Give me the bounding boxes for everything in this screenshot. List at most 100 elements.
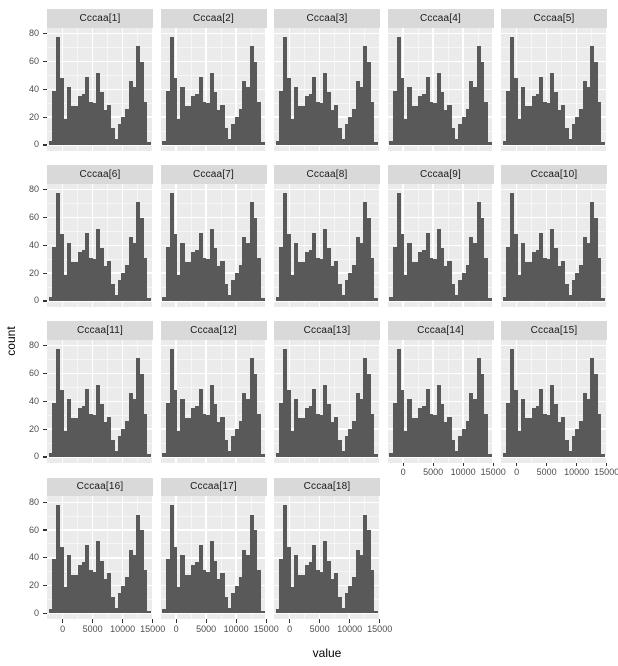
histogram-bar [483, 257, 488, 301]
histogram-bar [447, 416, 452, 457]
gridline-major [47, 216, 153, 219]
histogram-bar [110, 128, 115, 145]
histogram-bar [590, 46, 595, 145]
facet-panel-7 [160, 183, 267, 307]
histogram-bar [403, 274, 408, 301]
histogram-bar [99, 92, 104, 145]
gridline-minor [47, 47, 153, 49]
histogram-bar [92, 415, 97, 457]
histogram-bar [333, 573, 339, 614]
histogram-bar [458, 124, 463, 145]
y-tick-label: 60 [28, 524, 39, 535]
gridline-major [501, 456, 607, 458]
gridline-major [378, 339, 380, 463]
facet-panel-8 [274, 183, 380, 307]
histogram-bar [564, 284, 569, 301]
histogram-bar [231, 124, 236, 145]
histogram-bar [81, 249, 86, 301]
histogram-bar [249, 358, 254, 457]
histogram-bar [366, 61, 371, 145]
gridline-major [121, 27, 124, 151]
gridline-major [160, 189, 267, 191]
histogram-bar [85, 545, 90, 614]
histogram-bar [70, 418, 75, 457]
histogram-bar [74, 574, 79, 614]
gridline-major [318, 339, 321, 463]
facet-strip: Cccaa[5] [501, 9, 607, 28]
histogram-bar [418, 252, 423, 301]
x-tick-label: 10000 [110, 623, 136, 634]
histogram-bar [440, 92, 445, 145]
histogram-bar [146, 454, 152, 457]
histogram-bar [520, 86, 526, 145]
histogram-bar [553, 92, 558, 145]
gridline-major [274, 300, 380, 302]
histogram-bar [96, 72, 101, 145]
histogram-bar [315, 570, 320, 614]
facet-panel-18 [274, 496, 380, 619]
y-tick-label: 20 [28, 580, 39, 591]
histogram-bar [275, 452, 280, 457]
histogram-bar [502, 452, 507, 457]
histogram-bar [550, 384, 555, 457]
histogram-bar [579, 108, 584, 145]
histogram-bar [227, 295, 232, 301]
gridline-major [387, 33, 494, 35]
gridline-minor [47, 515, 153, 517]
gridline-major [160, 456, 267, 458]
histogram-bar [550, 228, 555, 301]
y-tick-label: 80 [28, 340, 39, 351]
histogram-bar [330, 422, 335, 457]
histogram-bar [590, 358, 595, 457]
histogram-bar [359, 555, 364, 614]
gridline-major [492, 27, 494, 151]
histogram-bar [52, 246, 57, 301]
histogram-bar [451, 440, 456, 457]
histogram-bar [106, 573, 112, 614]
gridline-minor [160, 359, 267, 361]
histogram-bar [506, 402, 511, 457]
histogram-bar [560, 260, 566, 301]
y-tick-mark [43, 33, 47, 35]
histogram-bar [553, 404, 558, 457]
histogram-bar [312, 545, 317, 614]
gridline-major [605, 339, 607, 463]
gridline-major [501, 60, 607, 63]
histogram-bar [209, 541, 214, 614]
gridline-major [160, 300, 267, 302]
gridline-major [265, 496, 267, 619]
gridline-major [205, 496, 207, 619]
facet-strip-label: Cccaa[8] [306, 168, 348, 180]
histogram-bar [297, 262, 302, 301]
histogram-bar [440, 404, 445, 457]
histogram-bar [92, 259, 97, 301]
histogram-bar [443, 422, 448, 457]
histogram-bar [403, 118, 408, 145]
histogram-bar [88, 257, 93, 301]
histogram-bar [301, 418, 306, 457]
gridline-major [492, 183, 494, 307]
histogram-bar [180, 398, 185, 457]
histogram-bar [180, 242, 185, 301]
histogram-bar [568, 139, 573, 145]
histogram-bar [392, 402, 398, 457]
histogram-bar [143, 101, 148, 145]
facet-panel-13 [274, 339, 380, 463]
facet-strip-label: Cccaa[5] [533, 12, 575, 24]
histogram-bar [359, 86, 364, 145]
histogram-bar [546, 259, 551, 301]
y-tick-label: 0 [33, 139, 39, 150]
histogram-bar [513, 78, 518, 145]
histogram-bar [304, 408, 309, 457]
histogram-bar [275, 609, 280, 614]
histogram-bar [323, 384, 328, 457]
histogram-bar [121, 585, 126, 614]
gridline-major [378, 183, 380, 307]
facet-strip: Cccaa[12] [160, 321, 267, 340]
histogram-bar [341, 295, 346, 301]
gridline-major [274, 60, 380, 63]
histogram-bar [146, 142, 152, 145]
gridline-major [348, 339, 351, 463]
gridline-major [47, 345, 153, 347]
